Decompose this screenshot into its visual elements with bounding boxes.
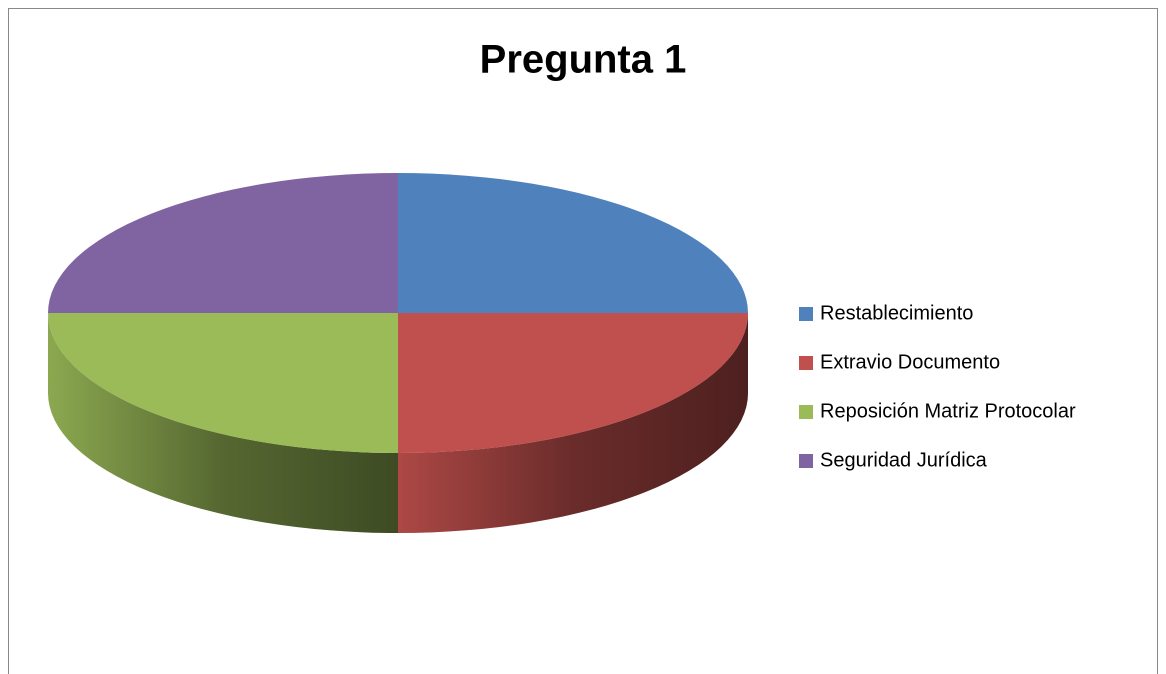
legend-label: Extravio Documento [820,351,1000,373]
legend-swatch [799,405,813,419]
legend-swatch [799,356,813,370]
legend-swatch [799,307,813,321]
slice [48,313,398,453]
side-shade [48,313,398,533]
side-shade [398,313,748,533]
legend-label: Restablecimiento [820,302,973,324]
legend-label: Reposición Matriz Protocolar [820,400,1076,422]
legend-swatch [799,454,813,468]
legend-label: Seguridad Jurídica [820,449,988,471]
chart-title: Pregunta 1 [480,38,687,82]
slice [398,173,748,313]
slice [398,313,748,453]
slice [48,173,398,313]
